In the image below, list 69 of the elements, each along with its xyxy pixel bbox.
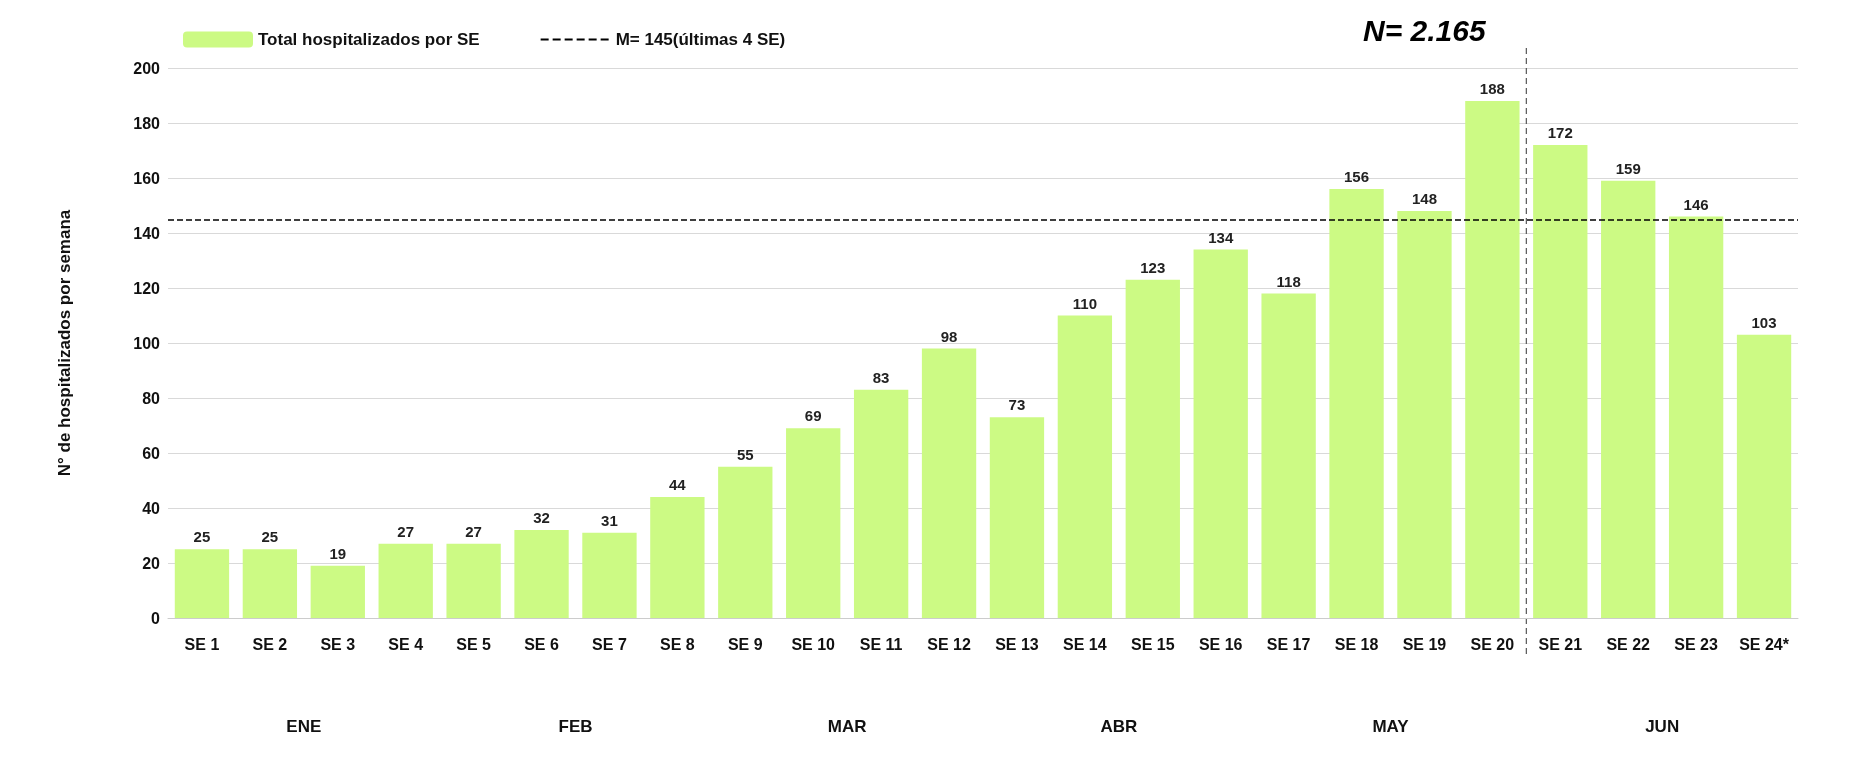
- data-label: 31: [601, 511, 618, 529]
- x-tick-label: SE 10: [791, 635, 836, 653]
- y-tick-label: 80: [142, 389, 161, 407]
- data-label: 146: [1683, 195, 1709, 213]
- data-label: 69: [804, 407, 822, 425]
- x-tick-label: SE 2: [252, 635, 288, 653]
- data-label: 25: [193, 528, 211, 546]
- y-tick-label: 160: [133, 169, 161, 187]
- x-tick-label: SE 16: [1198, 635, 1243, 653]
- data-label: 103: [1751, 313, 1777, 331]
- data-label: 134: [1208, 228, 1234, 246]
- data-label: 123: [1140, 258, 1166, 276]
- text: MAY: [1372, 717, 1410, 736]
- x-tick-label: SE 4: [388, 635, 424, 653]
- x-tick-label: SE 9: [727, 635, 763, 653]
- x-tick-label: SE 23: [1674, 635, 1719, 653]
- data-label: 118: [1276, 272, 1301, 290]
- y-tick-label: 180: [133, 114, 161, 132]
- data-label: 156: [1344, 168, 1370, 185]
- y-tick-label: 0: [151, 609, 161, 627]
- legend-label: M= 145(últimas 4 SE): [615, 30, 786, 49]
- x-tick-label: SE 1: [184, 635, 220, 653]
- data-label: 44: [669, 476, 687, 493]
- data-label: 19: [329, 544, 347, 562]
- x-tick-label: SE 24*: [1739, 635, 1790, 653]
- data-label: 110: [1072, 294, 1097, 312]
- data-label: 188: [1479, 80, 1505, 97]
- x-tick-label: SE 12: [927, 635, 971, 653]
- x-tick-label: SE 5: [456, 635, 492, 653]
- y-tick-label: 200: [133, 59, 161, 77]
- legend-label: Total hospitalizados por SE: [258, 30, 480, 49]
- data-label: 83: [872, 368, 890, 386]
- data-label: 172: [1547, 124, 1573, 141]
- x-tick-label: SE 19: [1402, 635, 1447, 653]
- data-label: 55: [736, 445, 754, 463]
- x-tick-label: SE 7: [592, 635, 627, 653]
- data-label: 73: [1008, 396, 1026, 414]
- text: ABR: [1100, 717, 1138, 736]
- x-tick-label: SE 11: [859, 635, 903, 653]
- x-tick-label: SE 6: [524, 635, 559, 653]
- x-tick-label: SE 15: [1130, 635, 1175, 653]
- y-tick-label: 20: [142, 554, 161, 572]
- y-tick-label: 120: [133, 279, 161, 297]
- x-tick-label: SE 17: [1266, 635, 1311, 653]
- y-tick-label: 140: [133, 224, 161, 242]
- y-tick-label: 40: [142, 499, 161, 517]
- data-label: 25: [261, 528, 279, 546]
- data-label: 148: [1411, 190, 1437, 207]
- y-axis-title: N° de hospitalizados por semana: [55, 209, 74, 477]
- data-label: 98: [940, 327, 958, 345]
- x-tick-label: SE 22: [1606, 635, 1651, 653]
- data-label: 27: [397, 522, 415, 540]
- data-label: 27: [465, 522, 482, 540]
- x-tick-label: SE 18: [1334, 635, 1379, 653]
- x-tick-label: SE 20: [1470, 635, 1515, 653]
- x-tick-label: SE 13: [995, 635, 1039, 653]
- data-label: 159: [1615, 159, 1641, 177]
- text: JUN: [1645, 717, 1680, 736]
- text: FEB: [558, 717, 593, 736]
- x-tick-label: SE 14: [1063, 635, 1107, 653]
- chart-title: N= 2.165: [1363, 13, 1487, 47]
- x-tick-label: SE 3: [320, 635, 356, 653]
- data-label: 32: [533, 509, 550, 526]
- text: MAR: [827, 717, 867, 736]
- x-tick-label: SE 21: [1538, 635, 1583, 653]
- y-tick-label: 60: [142, 444, 161, 462]
- x-tick-label: SE 8: [660, 635, 695, 653]
- text: ENE: [286, 717, 322, 736]
- y-tick-label: 100: [133, 334, 161, 352]
